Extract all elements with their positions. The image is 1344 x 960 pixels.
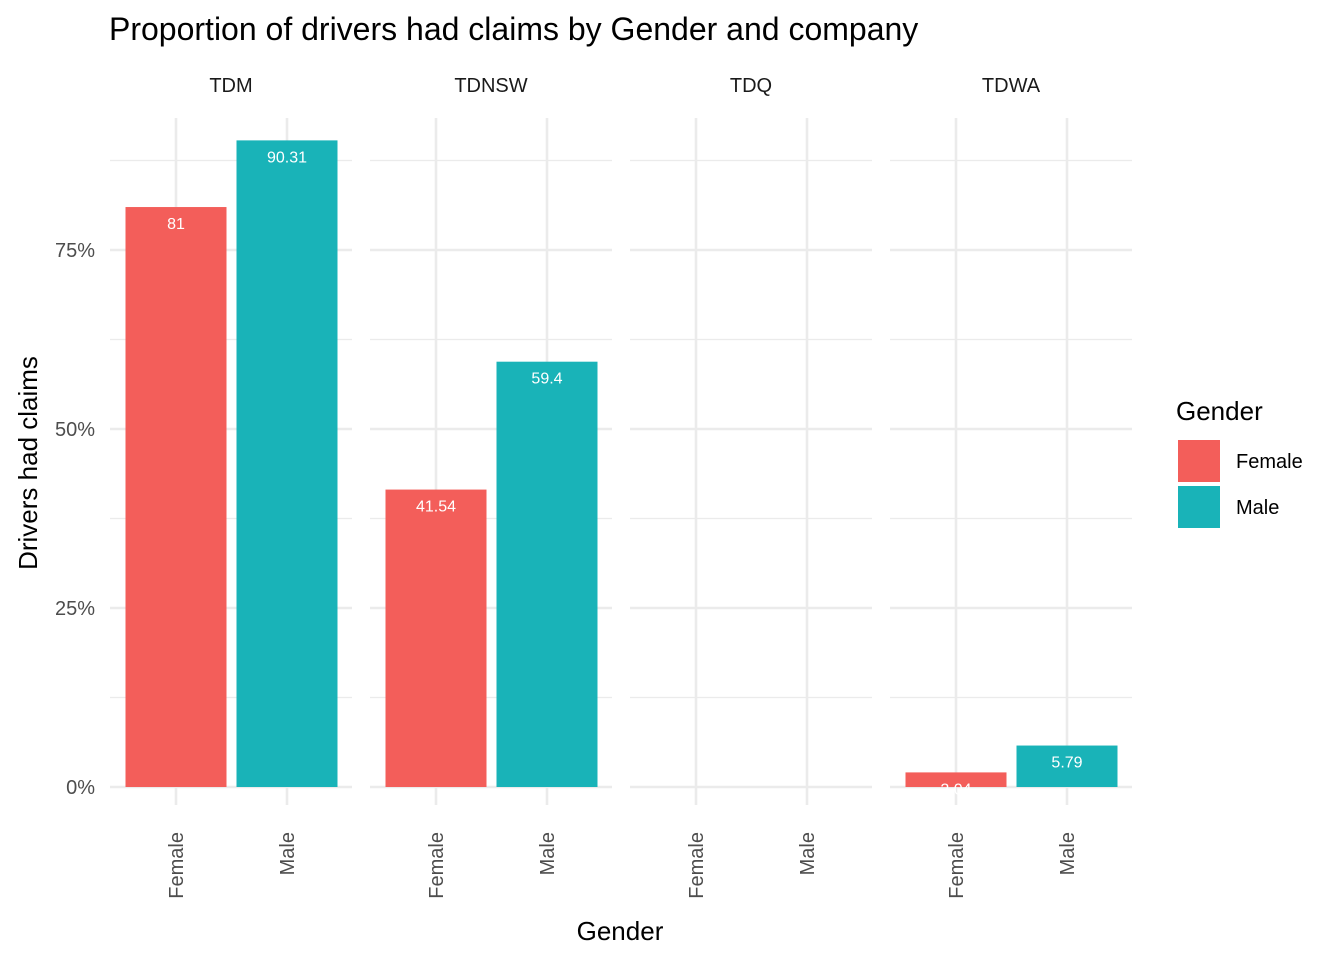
x-axis-title: Gender bbox=[577, 916, 664, 946]
bar-value-label: 59.4 bbox=[531, 371, 562, 388]
bar-tdnsw-female bbox=[385, 489, 487, 787]
legend-key-male bbox=[1178, 486, 1220, 528]
x-tick-label: Male bbox=[277, 832, 299, 875]
legend-key-female bbox=[1178, 440, 1220, 482]
panel-tdm: TDM 81 Female 90.31 Male bbox=[110, 75, 352, 899]
x-tick-label: Female bbox=[946, 832, 968, 899]
facet-label: TDM bbox=[209, 75, 252, 97]
x-tick-label: Female bbox=[686, 832, 708, 899]
bar-value-label: 5.79 bbox=[1051, 755, 1082, 772]
bar-value-label: 90.31 bbox=[267, 149, 307, 166]
y-tick-label: 50% bbox=[55, 419, 95, 441]
bar-value-label: 41.54 bbox=[416, 499, 456, 516]
y-tick-label: 75% bbox=[55, 240, 95, 262]
panel-tdwa: TDWA 2.04 Female 5.79 Male bbox=[890, 75, 1132, 899]
bar-tdm-female bbox=[125, 207, 227, 788]
bar-value-label: 81 bbox=[167, 216, 185, 233]
bar-tdwa-female bbox=[905, 772, 1007, 787]
bar-tdwa-male bbox=[1016, 745, 1118, 787]
x-tick-label: Male bbox=[537, 832, 559, 875]
bar-tdm-male bbox=[236, 140, 338, 788]
x-tick-label: Female bbox=[166, 832, 188, 899]
chart-title: Proportion of drivers had claims by Gend… bbox=[109, 11, 918, 47]
y-tick-label: 25% bbox=[55, 598, 95, 620]
legend-title: Gender bbox=[1176, 396, 1263, 426]
legend-label: Female bbox=[1236, 451, 1303, 473]
panel-tdnsw: TDNSW 41.54 Female 59.4 Male bbox=[370, 75, 612, 899]
facet-label: TDWA bbox=[982, 75, 1041, 97]
bar-value-label: 2.04 bbox=[940, 781, 971, 798]
y-tick-label: 0% bbox=[66, 777, 95, 799]
x-tick-label: Male bbox=[1057, 832, 1079, 875]
x-tick-label: Female bbox=[426, 832, 448, 899]
legend: Gender Female Male bbox=[1176, 396, 1303, 528]
bar-tdnsw-male bbox=[496, 361, 598, 787]
facet-label: TDNSW bbox=[454, 75, 527, 97]
y-axis-title: Drivers had claims bbox=[13, 356, 43, 570]
legend-label: Male bbox=[1236, 497, 1279, 519]
facet-label: TDQ bbox=[730, 75, 772, 97]
x-tick-label: Male bbox=[797, 832, 819, 875]
panel-tdq: TDQ Female Male bbox=[630, 75, 872, 899]
